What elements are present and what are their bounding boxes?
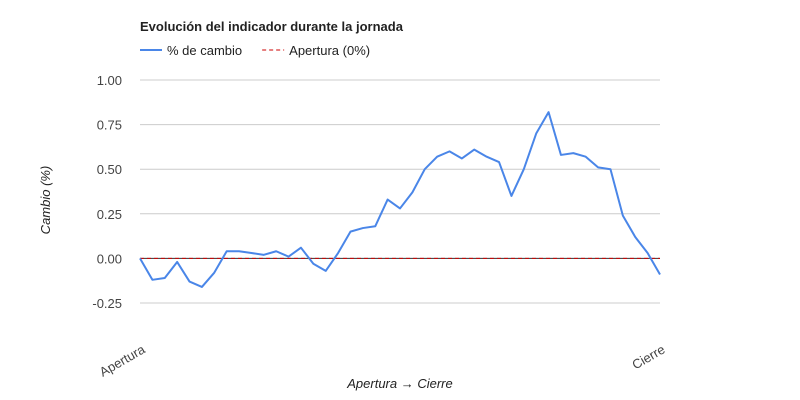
line-series: [139, 111, 661, 288]
y-tick-label: 0.75: [97, 118, 122, 133]
y-tick-label: 0.00: [97, 251, 122, 266]
legend-label: % de cambio: [167, 43, 242, 58]
x-axis-title: Apertura → Cierre: [346, 376, 452, 391]
y-tick-label: 0.25: [97, 207, 122, 222]
y-tick-label: -0.25: [92, 296, 122, 311]
x-tick-label: Apertura: [97, 341, 148, 379]
chart-title: Evolución del indicador durante la jorna…: [140, 19, 404, 34]
y-tick-label: 0.50: [97, 162, 122, 177]
y-tick-label: 1.00: [97, 73, 122, 88]
legend-label: Apertura (0%): [289, 43, 370, 58]
x-tick-label: Cierre: [629, 342, 667, 373]
y-axis-title: Cambio (%): [38, 166, 53, 235]
